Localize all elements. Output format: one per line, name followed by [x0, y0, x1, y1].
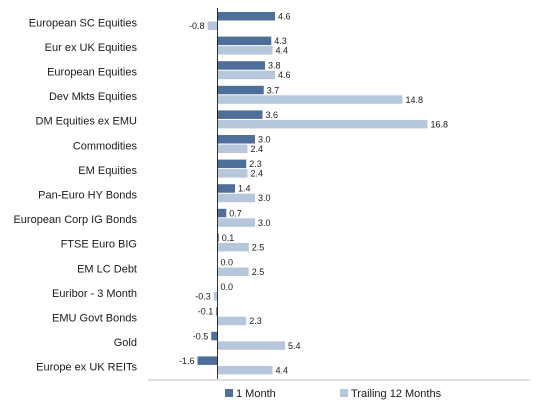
legend-swatch-trailing-12-months [340, 389, 348, 397]
bar-1-month-dm-equities-ex-emu [217, 110, 263, 119]
category-label-commodities: Commodities [73, 140, 138, 152]
bar-trailing-12-months-dev-mkts-equities [217, 95, 403, 104]
category-row: Pan-Euro HY Bonds 1.4 3.0 [38, 184, 270, 204]
bar-trailing-12-months-european-equities [217, 70, 275, 80]
bar-1-month-pan-euro-hy-bonds [217, 184, 235, 193]
value-label-trailing-12-months-pan-euro-hy-bonds: 3.0 [258, 193, 271, 203]
value-label-1-month-gold: -0.5 [193, 331, 209, 341]
category-row: DM Equities ex EMU 3.6 16.8 [36, 110, 449, 129]
value-label-1-month-commodities: 3.0 [258, 135, 271, 145]
category-row: European SC Equities 4.6 -0.8 [29, 12, 291, 32]
value-label-trailing-12-months-european-equities: 4.6 [278, 70, 291, 80]
legend-swatch-1-month [225, 389, 233, 397]
value-label-1-month-em-equities: 2.3 [249, 159, 262, 169]
value-label-trailing-12-months-emu-govt-bonds: 2.3 [249, 316, 262, 326]
category-label-dev-mkts-equities: Dev Mkts Equities [49, 91, 138, 103]
category-label-european-sc-equities: European SC Equities [29, 17, 138, 29]
category-label-em-equities: EM Equities [78, 165, 137, 177]
value-label-1-month-em-lc-debt: 0.0 [221, 258, 234, 268]
bar-trailing-12-months-ftse-euro-big [217, 242, 249, 252]
bar-1-month-europe-ex-uk-reits [197, 356, 218, 365]
category-label-european-corp-ig-bonds: European Corp IG Bonds [13, 214, 137, 226]
category-row: Euribor - 3 Month 0.0 -0.3 [52, 282, 233, 302]
value-label-1-month-dm-equities-ex-emu: 3.6 [266, 110, 279, 120]
value-label-1-month-eur-ex-uk-equities: 4.3 [274, 36, 287, 46]
value-label-1-month-dev-mkts-equities: 3.7 [267, 85, 280, 95]
bar-1-month-european-corp-ig-bonds [217, 208, 227, 218]
value-label-trailing-12-months-europe-ex-uk-reits: 4.4 [276, 365, 289, 375]
category-row: Gold -0.5 5.4 [114, 331, 301, 351]
bar-1-month-em-equities [217, 159, 247, 169]
bar-1-month-commodities [217, 135, 255, 144]
value-label-trailing-12-months-eur-ex-uk-equities: 4.4 [276, 46, 289, 56]
value-label-1-month-european-equities: 3.8 [268, 61, 281, 71]
category-row: EMU Govt Bonds -0.1 2.3 [52, 307, 262, 327]
chart-rows: European SC Equities 4.6 -0.8 Eur ex UK Equ… [13, 12, 448, 376]
value-label-trailing-12-months-european-sc-equities: -0.8 [189, 21, 205, 31]
bar-trailing-12-months-emu-govt-bonds [217, 316, 247, 326]
category-row: European Corp IG Bonds 0.7 3.0 [13, 208, 270, 228]
bar-1-month-european-sc-equities [217, 12, 275, 21]
value-label-trailing-12-months-euribor-3-month: -0.3 [195, 292, 211, 302]
value-label-1-month-pan-euro-hy-bonds: 1.4 [238, 184, 251, 194]
value-label-trailing-12-months-dm-equities-ex-emu: 16.8 [431, 119, 449, 129]
value-label-trailing-12-months-european-corp-ig-bonds: 3.0 [258, 218, 271, 228]
legend: 1 Month Trailing 12 Months [225, 388, 442, 400]
bar-1-month-european-equities [217, 61, 265, 70]
bar-trailing-12-months-eur-ex-uk-equities [217, 46, 273, 55]
bar-trailing-12-months-european-corp-ig-bonds [217, 218, 255, 227]
category-label-euribor-3-month: Euribor - 3 Month [52, 288, 137, 300]
value-label-trailing-12-months-dev-mkts-equities: 14.8 [406, 95, 424, 105]
bar-trailing-12-months-pan-euro-hy-bonds [217, 193, 255, 203]
bar-trailing-12-months-european-sc-equities [207, 21, 218, 30]
bar-1-month-emu-govt-bonds [216, 307, 218, 316]
bar-trailing-12-months-gold [217, 341, 285, 350]
category-label-gold: Gold [114, 337, 137, 349]
category-label-emu-govt-bonds: EMU Govt Bonds [52, 313, 137, 325]
category-label-pan-euro-hy-bonds: Pan-Euro HY Bonds [38, 190, 137, 202]
bar-trailing-12-months-dm-equities-ex-emu [217, 119, 428, 129]
value-label-trailing-12-months-gold: 5.4 [288, 341, 301, 351]
value-label-1-month-european-corp-ig-bonds: 0.7 [229, 208, 242, 218]
bar-1-month-ftse-euro-big [217, 233, 219, 242]
value-label-1-month-europe-ex-uk-reits: -1.6 [179, 356, 195, 366]
bar-trailing-12-months-europe-ex-uk-reits [217, 365, 273, 375]
value-label-1-month-emu-govt-bonds: -0.1 [198, 307, 214, 317]
bar-1-month-eur-ex-uk-equities [217, 36, 272, 46]
value-label-1-month-ftse-euro-big: 0.1 [222, 233, 235, 243]
category-row: Europe ex UK REITs -1.6 4.4 [36, 356, 288, 376]
category-row: Commodities 3.02.4 [73, 135, 271, 155]
bar-1-month-gold [211, 331, 218, 341]
value-label-trailing-12-months-ftse-euro-big: 2.5 [252, 242, 265, 252]
category-label-europe-ex-uk-reits: Europe ex UK REITs [36, 362, 137, 374]
value-label-1-month-european-sc-equities: 4.6 [278, 12, 291, 22]
category-row: European Equities 3.84.6 [47, 61, 290, 81]
bar-trailing-12-months-commodities [217, 144, 248, 153]
bar-trailing-12-months-em-equities [217, 169, 248, 178]
category-label-dm-equities-ex-emu: DM Equities ex EMU [36, 116, 138, 128]
value-label-trailing-12-months-commodities: 2.4 [251, 144, 264, 154]
bar-1-month-dev-mkts-equities [217, 85, 264, 95]
category-label-ftse-euro-big: FTSE Euro BIG [61, 239, 137, 251]
legend-label-trailing-12-months: Trailing 12 Months [351, 388, 442, 400]
category-label-eur-ex-uk-equities: Eur ex UK Equities [45, 42, 138, 54]
value-label-1-month-euribor-3-month: 0.0 [221, 282, 234, 292]
category-row: EM LC Debt 0.0 2.5 [77, 258, 264, 278]
category-row: Dev Mkts Equities 3.7 14.8 [49, 85, 423, 105]
category-label-european-equities: European Equities [47, 67, 137, 79]
category-row: FTSE Euro BIG 0.1 2.5 [61, 233, 265, 253]
bar-trailing-12-months-em-lc-debt [217, 267, 249, 276]
bar-trailing-12-months-euribor-3-month [213, 292, 218, 301]
value-label-trailing-12-months-em-equities: 2.4 [251, 169, 264, 179]
category-label-em-lc-debt: EM LC Debt [77, 263, 137, 275]
category-row: EM Equities 2.32.4 [78, 159, 263, 179]
category-row: Eur ex UK Equities 4.34.4 [45, 36, 288, 56]
legend-label-1-month: 1 Month [236, 388, 276, 400]
value-label-trailing-12-months-em-lc-debt: 2.5 [252, 267, 265, 277]
